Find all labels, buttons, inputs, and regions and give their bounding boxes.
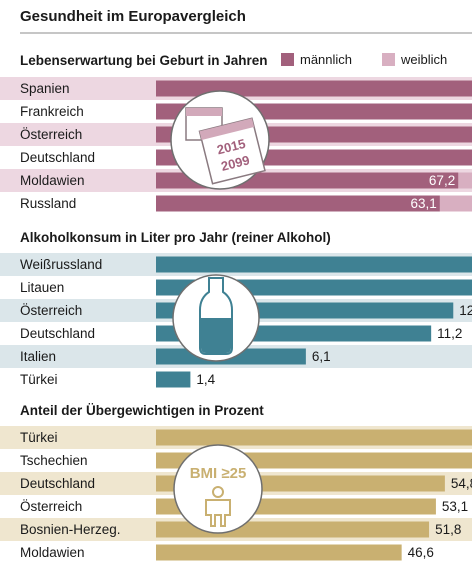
value-label: 1,4 (196, 372, 215, 387)
category-label: Litauen (20, 280, 64, 295)
category-label: Frankreich (20, 104, 84, 119)
legend-swatch-male (281, 53, 294, 66)
alcohol-title: Alkoholkonsum in Liter pro Jahr (reiner … (20, 230, 331, 245)
bar-alcohol (156, 256, 472, 273)
value-label: 46,6 (408, 545, 434, 560)
bar-alcohol (156, 371, 191, 388)
legend-swatch-female (382, 53, 395, 66)
bar-male (156, 80, 472, 97)
calendar-icon-front-header (199, 118, 255, 141)
category-label: Türkei (20, 430, 58, 445)
calendar-icon-year-start: 2015 (215, 136, 247, 158)
category-label: Österreich (20, 303, 82, 318)
legend-label-male: männlich (300, 52, 352, 67)
category-label: Österreich (20, 499, 82, 514)
legend: männlich weiblich (281, 52, 447, 67)
value-label: 54,8 (451, 476, 472, 491)
category-label: Moldawien (20, 545, 85, 560)
person-icon: BMI ≥25 (173, 444, 263, 534)
calendar-icon-back-header (186, 108, 222, 116)
person-icon-body (205, 499, 231, 527)
category-label: Moldawien (20, 173, 85, 188)
person-icon-head (212, 486, 224, 498)
category-label: Bosnien-Herzeg. (20, 522, 121, 537)
value-label-male: 63,1 (410, 196, 436, 211)
category-label: Italien (20, 349, 56, 364)
value-label: 51,8 (435, 522, 461, 537)
category-label: Tschechien (20, 453, 88, 468)
category-label: Deutschland (20, 326, 95, 341)
overweight-title: Anteil der Übergewichtigen in Prozent (20, 403, 264, 418)
value-label: 11,2 (437, 326, 462, 341)
category-label: Spanien (20, 81, 70, 96)
bar-overweight (156, 429, 472, 446)
category-label: Türkei (20, 372, 58, 387)
category-label: Weißrussland (20, 257, 102, 272)
bar-overweight (156, 544, 402, 561)
category-label: Deutschland (20, 150, 95, 165)
value-label: 6,1 (312, 349, 331, 364)
legend-label-female: weiblich (400, 52, 447, 67)
bottle-icon-liquid (201, 318, 231, 353)
value-label: 12,1 (459, 303, 472, 318)
category-label: Deutschland (20, 476, 95, 491)
person-icon-label: BMI ≥25 (190, 465, 247, 482)
category-label: Österreich (20, 127, 82, 142)
category-label: Russland (20, 196, 76, 211)
value-label: 53,1 (442, 499, 468, 514)
calendar-icon-year-end: 2099 (219, 152, 251, 174)
infographic-title: Gesundheit im Europavergleich (20, 8, 246, 25)
bar-male (156, 195, 440, 212)
life-expectancy-title: Lebenserwartung bei Geburt in Jahren (20, 53, 268, 68)
bottle-icon (172, 274, 260, 362)
value-label-male: 67,2 (429, 173, 455, 188)
